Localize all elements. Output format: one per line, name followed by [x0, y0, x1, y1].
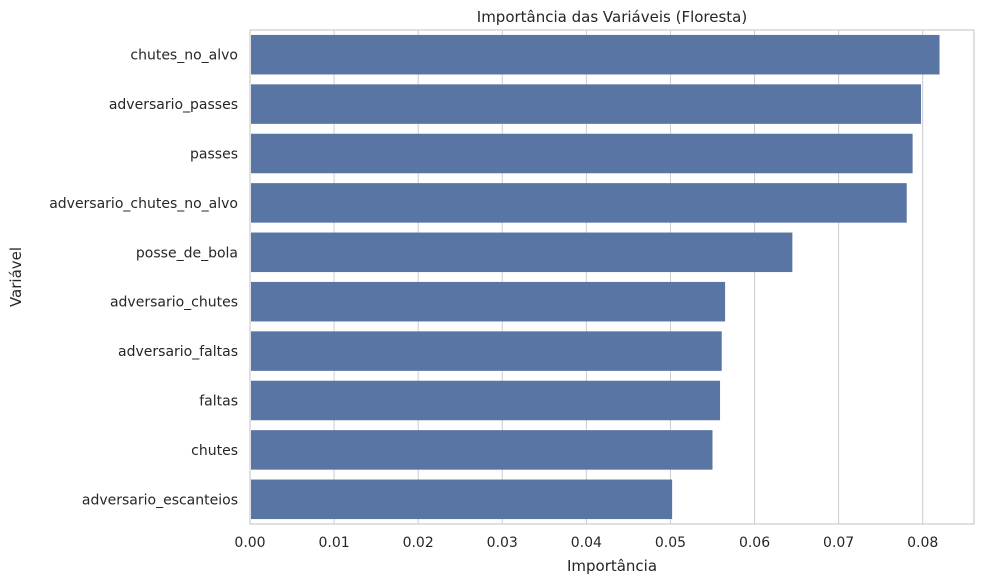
bar-chutes_no_alvo	[251, 34, 940, 75]
bar-adversario_faltas	[251, 331, 722, 371]
bar-faltas	[251, 380, 721, 421]
x-tick-label: 0.03	[487, 535, 518, 551]
bar-adversario_escanteios	[251, 479, 673, 520]
bar-adversario_chutes	[251, 281, 726, 322]
x-axis-label: Importância	[567, 557, 657, 575]
x-tick-label: 0.07	[823, 535, 854, 551]
x-tick-label: 0.04	[571, 535, 602, 551]
x-tick-label: 0.00	[234, 535, 265, 551]
y-category-label: adversario_escanteios	[82, 492, 238, 508]
y-axis-label: Variável	[7, 247, 25, 307]
y-category-label: chutes	[191, 443, 238, 459]
bar-posse_de_bola	[251, 232, 793, 273]
x-tick-labels: 0.00 0.01 0.02 0.03 0.04 0.05 0.06 0.07 0.08	[234, 535, 938, 551]
bar-adversario_passes	[251, 84, 922, 124]
y-category-label: adversario_passes	[109, 97, 238, 113]
bars	[251, 34, 940, 520]
x-tick-label: 0.06	[739, 535, 770, 551]
chart-title: Importância das Variáveis (Floresta)	[477, 8, 747, 26]
y-category-label: posse_de_bola	[136, 245, 238, 261]
y-category-label: adversario_chutes	[110, 295, 238, 311]
y-category-label: passes	[190, 147, 238, 163]
bar-passes	[251, 133, 913, 174]
bar-chutes	[251, 430, 713, 470]
x-tick-label: 0.01	[319, 535, 350, 551]
plot-frame	[249, 29, 975, 525]
x-tick-label: 0.08	[907, 535, 938, 551]
y-category-label: chutes_no_alvo	[130, 48, 238, 64]
bar-adversario_chutes_no_alvo	[251, 183, 907, 223]
y-category-label: adversario_faltas	[118, 344, 238, 360]
y-category-label: faltas	[199, 394, 238, 410]
x-tick-label: 0.05	[655, 535, 686, 551]
x-tick-label: 0.02	[403, 535, 434, 551]
y-category-label: adversario_chutes_no_alvo	[49, 196, 238, 212]
